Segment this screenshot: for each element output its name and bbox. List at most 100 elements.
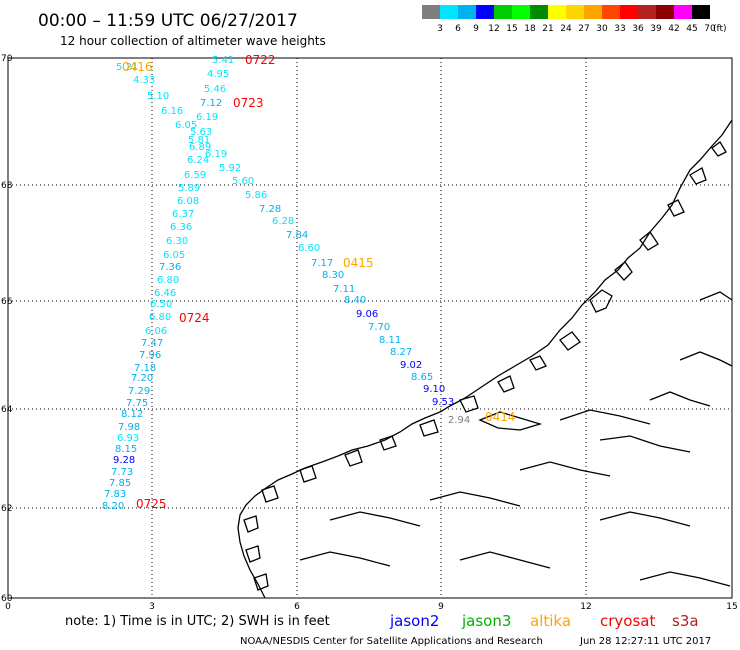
lon-tick-label: 12 xyxy=(580,602,591,612)
coastline xyxy=(237,119,733,599)
swh-value-label: 5.63 xyxy=(190,127,212,138)
colorbar-swatch xyxy=(602,5,620,19)
swh-value-label: 9.53 xyxy=(432,397,454,408)
swh-value-label: 7.84 xyxy=(286,230,308,241)
graticule xyxy=(8,57,732,598)
lat-tick-label: 66 xyxy=(1,297,13,307)
colorbar-legend: 3 6 9 12 15 18 21 24 27 30 33 36 39 42 45 70 xyxy=(422,5,716,34)
colorbar-swatch xyxy=(656,5,674,19)
swh-value-label: 5.86 xyxy=(245,190,267,201)
colorbar-tick-label: 70 xyxy=(704,24,716,34)
lat-tick-label: 70 xyxy=(1,54,13,64)
swh-value-label: 5.46 xyxy=(204,84,226,95)
swh-value-label: 6.16 xyxy=(161,106,183,117)
swh-value-label: 6.36 xyxy=(170,222,192,233)
swh-value-label: 8.20 xyxy=(102,501,124,512)
swh-value-label: 6.08 xyxy=(177,196,199,207)
swh-value-label: 6.50 xyxy=(150,299,172,310)
footer-timestamp: Jun 28 12:27:11 UTC 2017 xyxy=(579,636,711,647)
colorbar-swatch xyxy=(638,5,656,19)
swh-value-label: 5.60 xyxy=(232,176,254,187)
swh-value-label: 7.73 xyxy=(111,467,133,478)
lon-tick-label: 6 xyxy=(294,602,300,612)
satellite-legend: jason2 jason3 altika cryosat s3a xyxy=(389,612,699,630)
swh-value-label: 6.80 xyxy=(157,275,179,286)
legend-jason3: jason3 xyxy=(461,612,511,630)
swh-value-label: 6.19 xyxy=(205,149,227,160)
pass-label: 0722 xyxy=(245,53,276,67)
legend-jason2: jason2 xyxy=(389,612,439,630)
colorbar-tick-label: 15 xyxy=(506,24,517,34)
swh-value-label: 8.65 xyxy=(411,372,433,383)
swh-value-label: 7.12 xyxy=(200,98,222,109)
swh-value-label: 6.24 xyxy=(187,155,209,166)
pass-label: 0416 xyxy=(122,60,153,74)
swh-value-label: 7.18 xyxy=(134,363,156,374)
swh-value-label: 8.40 xyxy=(344,295,366,306)
swh-value-label: 5.92 xyxy=(219,163,241,174)
swh-value-label: 7.28 xyxy=(259,204,281,215)
swh-value-label: 9.28 xyxy=(113,455,135,466)
colorbar-tick-label: 39 xyxy=(650,24,662,34)
swh-value-label: 2.94 xyxy=(448,415,470,426)
colorbar-swatch xyxy=(422,5,440,19)
axis-tick-labels: 0 3 6 9 12 15 70 68 66 64 62 60 xyxy=(1,54,738,612)
colorbar-unit: (ft) xyxy=(713,24,727,34)
swh-value-label: 8.27 xyxy=(390,347,412,358)
swh-value-label: 4.95 xyxy=(207,69,229,80)
colorbar-tick-label: 6 xyxy=(455,24,461,34)
swh-value-label: 6.80 xyxy=(149,312,171,323)
swh-value-label: 7.98 xyxy=(118,422,140,433)
colorbar-tick-label: 24 xyxy=(560,24,572,34)
swh-value-label: 6.89 xyxy=(189,142,211,153)
lon-tick-label: 3 xyxy=(149,602,155,612)
swh-value-label: 8.12 xyxy=(121,409,143,420)
colorbar-swatch xyxy=(566,5,584,19)
colorbar-tick-label: 12 xyxy=(488,24,499,34)
colorbar-swatch xyxy=(440,5,458,19)
swh-value-label: 7.11 xyxy=(333,284,355,295)
pass-label: 0414 xyxy=(485,410,516,424)
swh-value-label: 7.70 xyxy=(368,322,390,333)
pass-label: 0723 xyxy=(233,96,264,110)
map-title: 00:00 – 11:59 UTC 06/27/2017 xyxy=(38,11,298,31)
swh-value-label: 6.59 xyxy=(184,170,206,181)
pass-label: 0415 xyxy=(343,256,374,270)
swh-value-label: 6.06 xyxy=(145,326,167,337)
pass-label: 0725 xyxy=(136,497,167,511)
swh-value-label: 7.17 xyxy=(311,258,333,269)
swh-value-label: 9.10 xyxy=(423,384,445,395)
swh-value-label: 6.60 xyxy=(298,243,320,254)
legend-cryosat: cryosat xyxy=(600,612,655,630)
swh-value-label: 8.30 xyxy=(322,270,344,281)
colorbar-tick-label: 27 xyxy=(578,24,589,34)
footer-credit: NOAA/NESDIS Center for Satellite Applica… xyxy=(240,636,543,647)
swh-value-label: 7.29 xyxy=(128,386,150,397)
lat-tick-label: 64 xyxy=(1,405,13,415)
colorbar-tick-label: 21 xyxy=(542,24,553,34)
colorbar-swatch xyxy=(674,5,692,19)
footer-note: note: 1) Time is in UTC; 2) SWH is in fe… xyxy=(65,614,330,629)
colorbar-swatch xyxy=(494,5,512,19)
lat-tick-label: 60 xyxy=(1,594,13,604)
swh-value-label: 7.36 xyxy=(159,262,181,273)
pass-labels: 0722 0416 0723 0415 0724 0725 0414 xyxy=(122,53,516,511)
pass-label: 0724 xyxy=(179,311,210,325)
swh-value-label: 6.30 xyxy=(166,236,188,247)
swh-value-label: 7.83 xyxy=(104,489,126,500)
map-area: 0722 0416 0723 0415 0724 0725 0414 5.21 5.41 4.3… xyxy=(1,53,738,612)
swh-value-label: 6.93 xyxy=(117,433,139,444)
swh-value-label: 7.96 xyxy=(139,350,161,361)
swh-value-label: 6.05 xyxy=(163,250,185,261)
legend-s3a: s3a xyxy=(672,612,699,630)
swh-value-label: 5.81 xyxy=(188,135,210,146)
swh-value-label: 4.33 xyxy=(133,75,155,86)
swh-value-label: 9.02 xyxy=(400,360,422,371)
map-frame xyxy=(7,57,733,599)
swh-value-label: 8.15 xyxy=(115,444,137,455)
colorbar-tick-label: 3 xyxy=(437,24,443,34)
swh-value-label: 7.47 xyxy=(141,338,163,349)
colorbar-tick-label: 18 xyxy=(524,24,536,34)
swh-value-label: 9.06 xyxy=(356,309,378,320)
